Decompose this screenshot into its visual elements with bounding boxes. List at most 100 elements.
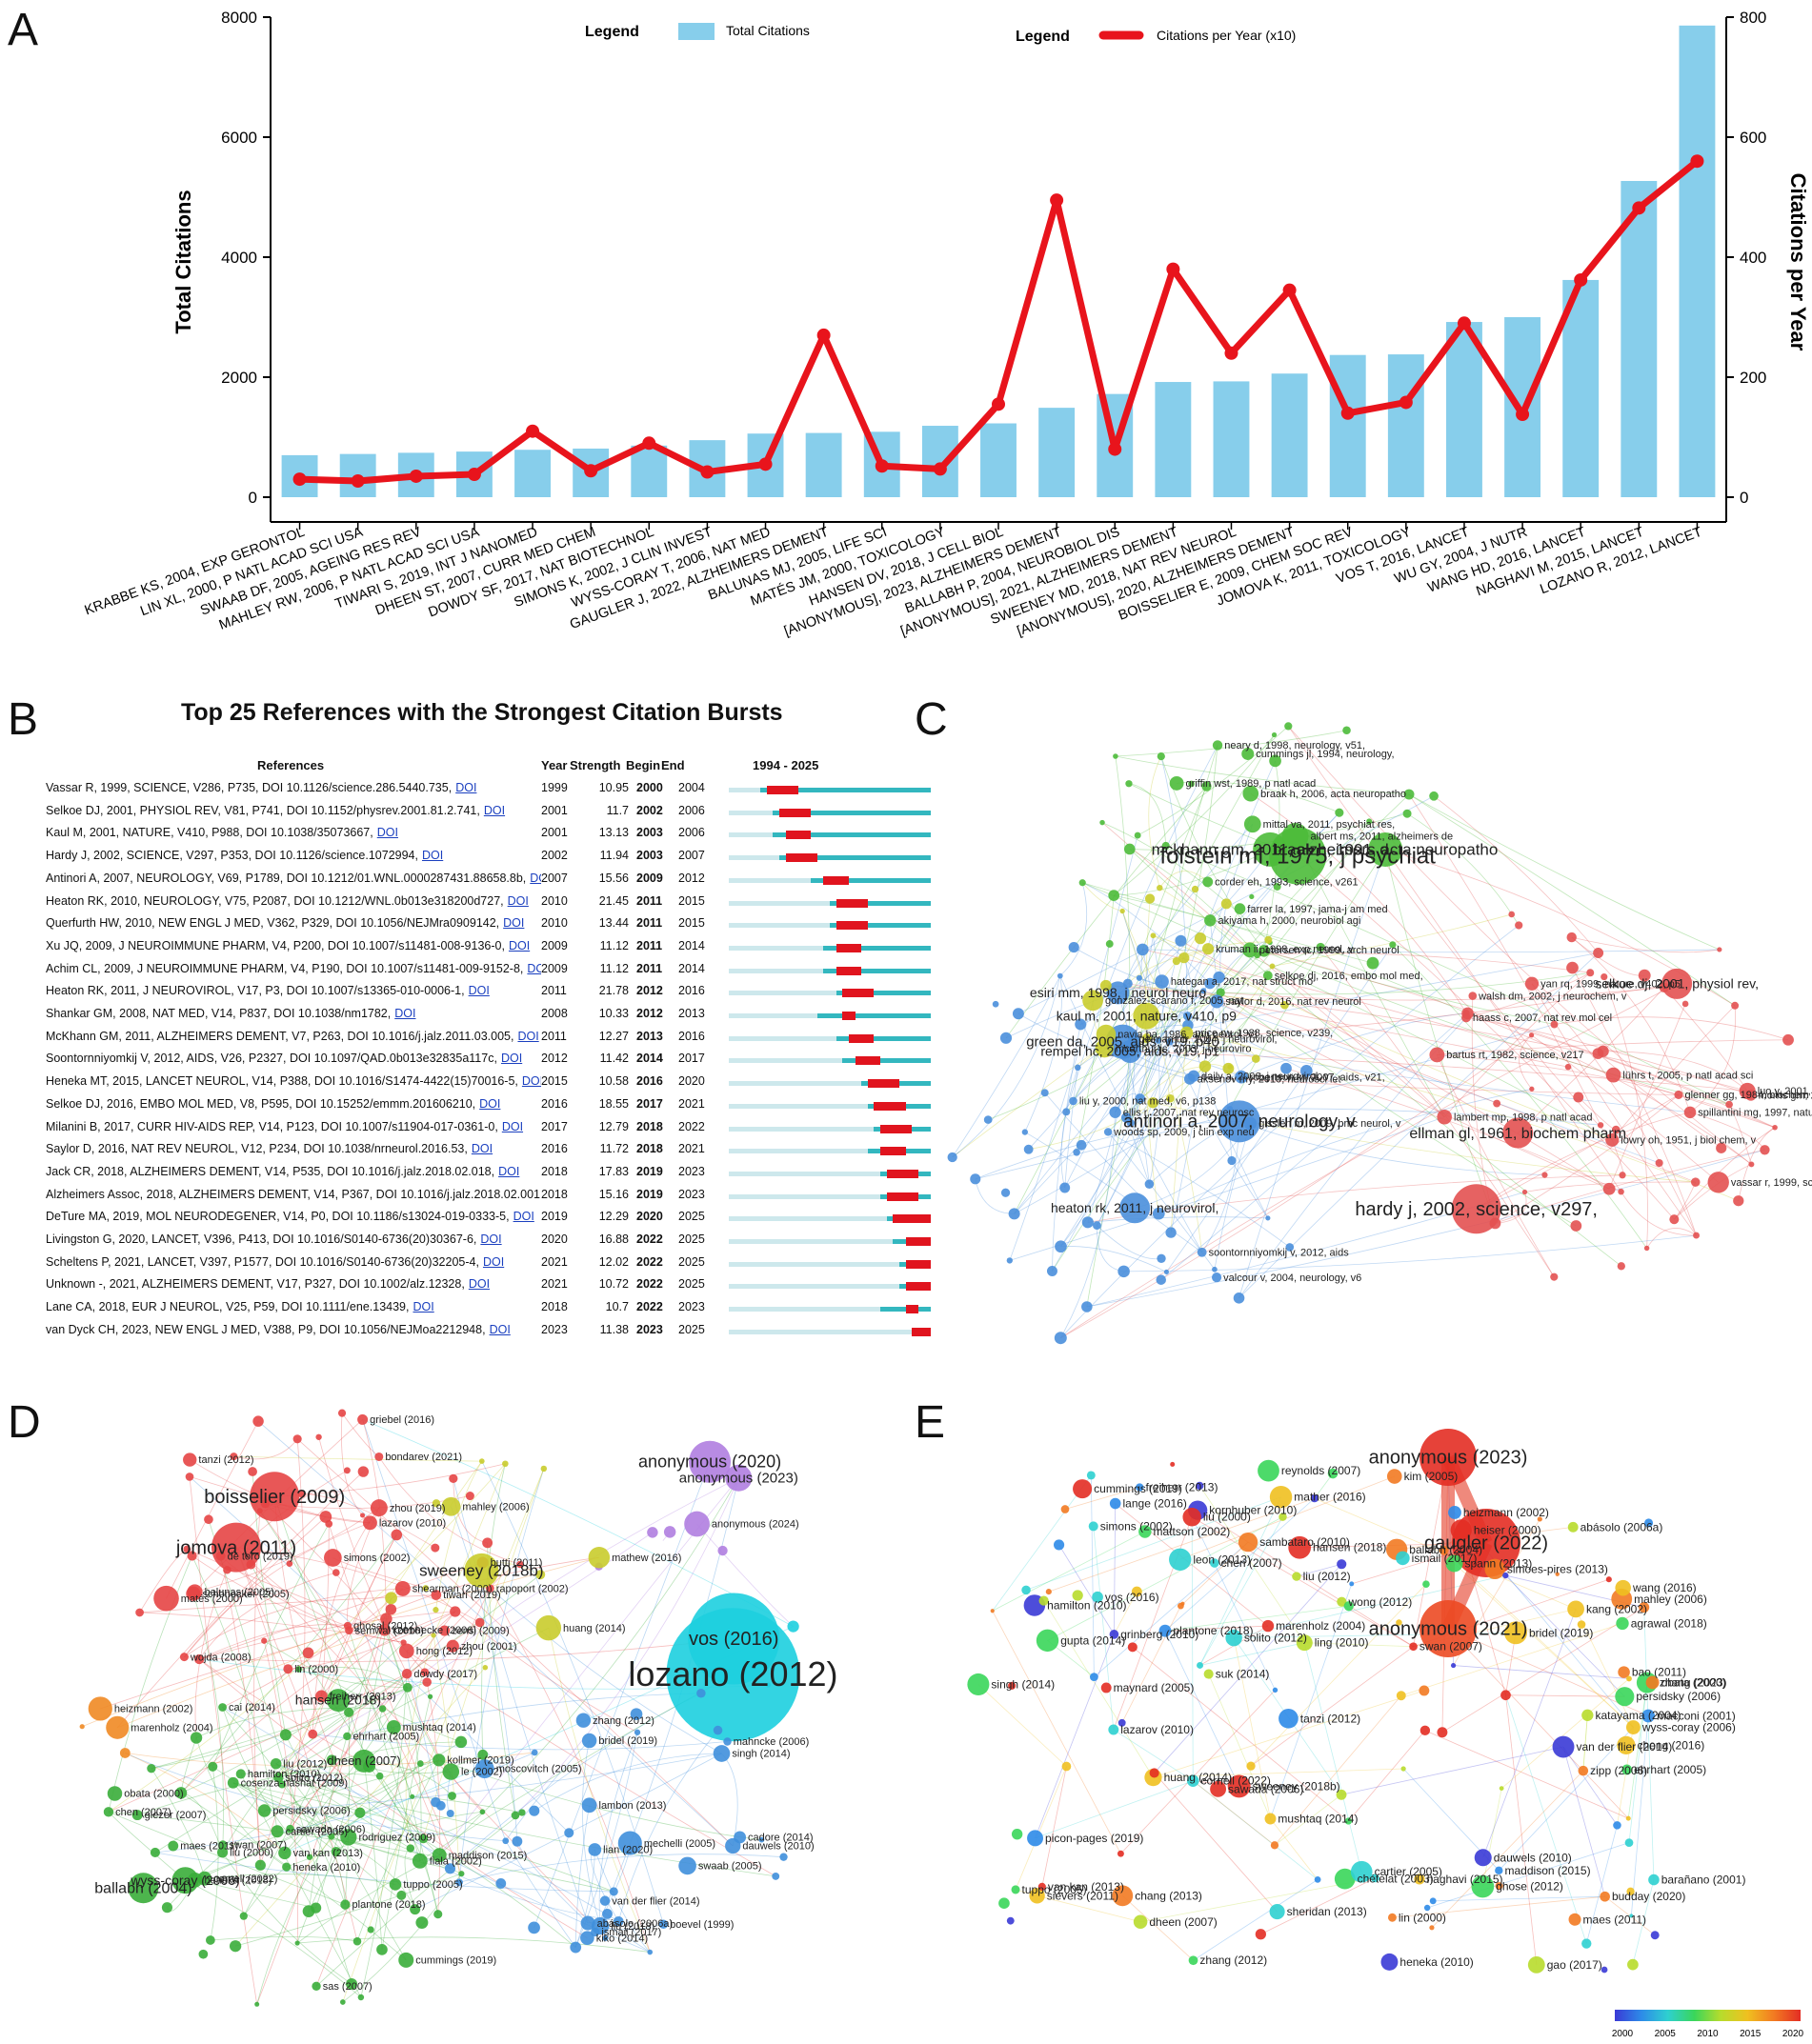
node[interactable] — [256, 1508, 263, 1514]
node-shearman-2000[interactable] — [394, 1580, 411, 1596]
node[interactable] — [1059, 1182, 1071, 1193]
node[interactable] — [1541, 1172, 1548, 1178]
node[interactable] — [1157, 884, 1163, 892]
node-sweeney-2018b[interactable] — [1227, 1774, 1251, 1798]
node[interactable] — [1690, 1177, 1701, 1187]
node[interactable] — [1144, 1179, 1155, 1189]
node-budday-2020[interactable] — [1600, 1891, 1610, 1902]
node[interactable] — [1086, 1471, 1096, 1480]
node[interactable] — [1278, 1513, 1287, 1521]
node[interactable] — [1597, 1045, 1609, 1057]
node[interactable] — [1461, 1007, 1474, 1020]
node-lin-2000[interactable] — [283, 1664, 293, 1674]
node[interactable] — [540, 1465, 548, 1473]
node-katayama-2004[interactable] — [1581, 1709, 1594, 1721]
node[interactable] — [1681, 1000, 1689, 1008]
node[interactable] — [1617, 1262, 1625, 1271]
node-cheng-2016[interactable] — [1617, 1735, 1636, 1754]
node-ehrhart-2005[interactable] — [343, 1732, 352, 1741]
node[interactable] — [319, 1511, 332, 1523]
node[interactable] — [717, 1545, 728, 1556]
node[interactable] — [1105, 940, 1114, 948]
node[interactable] — [239, 1912, 248, 1920]
node-bridel-2019[interactable] — [1504, 1621, 1527, 1645]
node[interactable] — [433, 1607, 439, 1613]
doi-link[interactable]: DOI — [517, 1029, 539, 1043]
doi-link[interactable]: DOI — [521, 1074, 541, 1089]
node-moscovitch-2005[interactable] — [474, 1759, 494, 1779]
node[interactable] — [1201, 781, 1212, 792]
node[interactable] — [531, 1749, 538, 1756]
node[interactable] — [465, 1492, 474, 1501]
node[interactable] — [478, 1458, 485, 1464]
node[interactable] — [1502, 1572, 1509, 1579]
node-mather-2016[interactable] — [1269, 1485, 1293, 1509]
node[interactable] — [1316, 942, 1325, 952]
node-heneka-2010[interactable] — [282, 1862, 292, 1872]
node[interactable] — [1178, 952, 1190, 964]
node[interactable] — [1021, 1585, 1031, 1595]
node-anonymous-2021[interactable] — [1419, 1600, 1477, 1657]
node[interactable] — [502, 1837, 510, 1845]
node[interactable] — [1068, 942, 1079, 953]
node[interactable] — [1366, 818, 1373, 825]
node[interactable] — [1269, 754, 1281, 768]
node-gelman-bb-2004-j-neurovirol[interactable] — [1128, 1033, 1138, 1044]
node[interactable] — [431, 1633, 436, 1638]
node-liu-2000[interactable] — [216, 1847, 229, 1858]
node-gao-2017[interactable] — [1527, 1955, 1545, 1974]
node[interactable] — [992, 1000, 999, 1008]
node[interactable] — [1782, 1033, 1794, 1046]
node[interactable] — [454, 1735, 468, 1749]
node[interactable] — [1644, 1518, 1654, 1528]
node[interactable] — [630, 1708, 643, 1720]
node-robertson-kr-2007-aids-v21[interactable] — [1235, 1070, 1248, 1084]
node-rodriguez-2009[interactable] — [340, 1829, 357, 1846]
node[interactable] — [1021, 1129, 1028, 1135]
node[interactable] — [406, 1844, 415, 1853]
node[interactable] — [261, 1637, 268, 1644]
node[interactable] — [1200, 988, 1207, 994]
node[interactable] — [185, 1473, 194, 1481]
node-hardy-j-2002-science-v297[interactable] — [1451, 1184, 1501, 1234]
node[interactable] — [1528, 1032, 1535, 1038]
node[interactable] — [1437, 1727, 1448, 1738]
node[interactable] — [1619, 1172, 1626, 1179]
node[interactable] — [528, 1921, 540, 1934]
node-semwal-2016[interactable] — [345, 1626, 353, 1634]
node[interactable] — [1639, 1602, 1650, 1613]
node[interactable] — [713, 1725, 723, 1735]
node[interactable] — [1550, 1020, 1559, 1029]
node-tanzi-2012[interactable] — [1278, 1708, 1299, 1729]
node[interactable] — [1335, 808, 1344, 817]
node-ballabh-2004[interactable] — [128, 1873, 159, 1904]
node-maes-2011[interactable] — [168, 1840, 179, 1852]
node[interactable] — [418, 1834, 429, 1844]
node-hansen-2018[interactable] — [1288, 1535, 1312, 1559]
node[interactable] — [1629, 1914, 1634, 1918]
node-tuppo-2005[interactable] — [1011, 1885, 1020, 1894]
node-spann-2013[interactable] — [1445, 1554, 1463, 1573]
node-glezer-2007[interactable] — [131, 1810, 143, 1821]
node[interactable] — [346, 1978, 358, 1991]
node-macconi-2001[interactable] — [1641, 1709, 1656, 1723]
node[interactable] — [385, 1592, 397, 1605]
node[interactable] — [1625, 1815, 1631, 1821]
node[interactable] — [1597, 1122, 1604, 1129]
node[interactable] — [357, 1466, 370, 1477]
node[interactable] — [1251, 1054, 1260, 1063]
node-marenholz-2004[interactable] — [106, 1715, 130, 1739]
node[interactable] — [1500, 1690, 1511, 1701]
node[interactable] — [1733, 1195, 1744, 1207]
node[interactable] — [1075, 1018, 1087, 1031]
node-zipp-2006[interactable] — [1578, 1765, 1589, 1776]
node-akiyama-h-2000-neurobiol-agi[interactable] — [1204, 914, 1217, 927]
node[interactable] — [479, 1809, 486, 1815]
node[interactable] — [1137, 943, 1149, 956]
node-naghavi-2015[interactable] — [1414, 1874, 1425, 1885]
node-kruman-ii-1998-exp-neurol-v[interactable] — [1202, 943, 1215, 955]
node-hansen-2018[interactable] — [326, 1689, 350, 1713]
doi-link[interactable]: DOI — [508, 938, 531, 952]
node[interactable] — [1349, 1581, 1355, 1587]
node[interactable] — [1117, 1718, 1126, 1727]
